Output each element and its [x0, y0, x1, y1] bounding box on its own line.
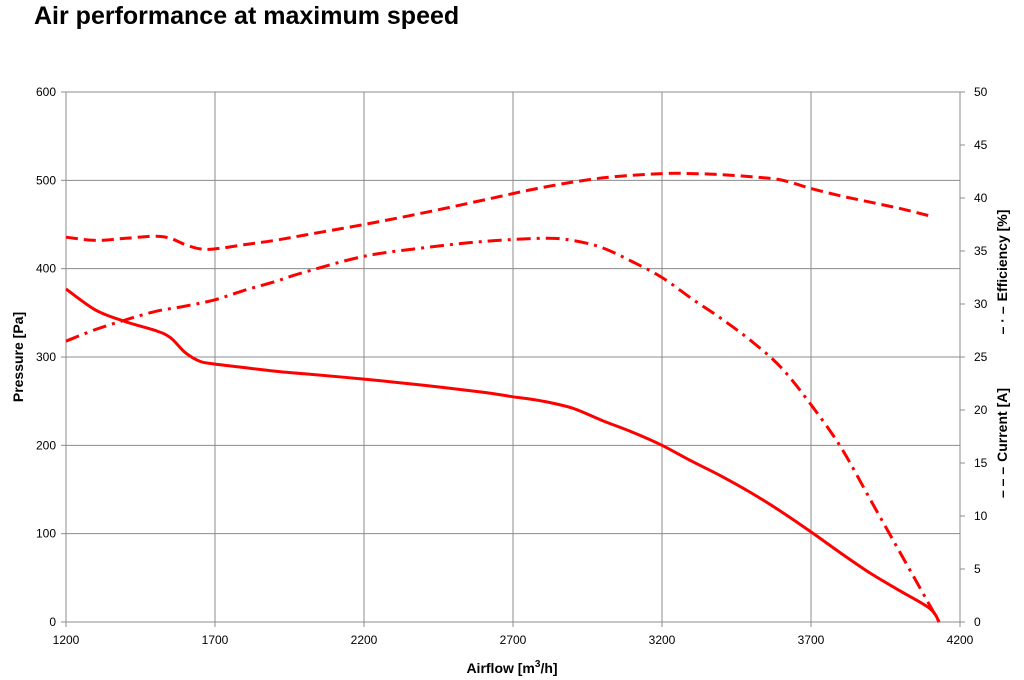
y-tick-label: 300	[36, 350, 56, 364]
y2-tick-label: 40	[974, 191, 988, 205]
current-line	[65, 171, 931, 251]
x-tick-label: 4200	[947, 633, 974, 647]
y-tick-label: 600	[36, 85, 56, 99]
pressure-line	[65, 287, 941, 623]
x-tick-label: 1700	[202, 633, 229, 647]
y-tick-label: 500	[36, 173, 56, 187]
x-axis-label: Airflow [m3/h]	[466, 659, 557, 676]
y-axis-ticks: 0 100 200 300 400 500 600	[36, 85, 56, 629]
y2-tick-label: 10	[974, 509, 988, 523]
efficiency-label-text: Efficiency [%]	[994, 210, 1010, 302]
chart-title: Air performance at maximum speed	[34, 2, 460, 30]
y-tick-label: 0	[49, 615, 56, 629]
x-tick-label: 3700	[798, 633, 825, 647]
efficiency-line	[65, 236, 941, 623]
y-tick-label: 100	[36, 527, 56, 541]
x-tick-label: 3200	[649, 633, 676, 647]
x-tick-label: 2700	[500, 633, 527, 647]
y-tick-label: 200	[36, 438, 56, 452]
y-tick-label: 400	[36, 262, 56, 276]
y2-tick-label: 20	[974, 403, 988, 417]
y-axis-label: Pressure [Pa]	[10, 312, 26, 402]
y2-tick-label: 0	[974, 615, 981, 629]
y2-efficiency-label: – · – Efficiency [%]	[994, 210, 1010, 335]
series-layer	[65, 171, 941, 623]
grid	[61, 91, 965, 627]
current-line-marker: – – –	[994, 467, 1010, 498]
x-tick-label: 1200	[53, 633, 80, 647]
efficiency-line-marker: – · –	[994, 306, 1010, 334]
y2-axis-ticks: 0 5 10 15 20 25 30 35 40 45 50	[974, 85, 988, 629]
x-axis-ticks: 1200 1700 2200 2700 3200 3700 4200	[53, 633, 974, 647]
y2-tick-label: 45	[974, 138, 988, 152]
y2-tick-label: 50	[974, 85, 988, 99]
y2-tick-label: 30	[974, 297, 988, 311]
y2-tick-label: 35	[974, 244, 988, 258]
y2-current-label: – – – Current [A]	[994, 388, 1010, 498]
y2-tick-label: 15	[974, 456, 988, 470]
y2-tick-label: 25	[974, 350, 988, 364]
x-tick-label: 2200	[351, 633, 378, 647]
y2-tick-label: 5	[974, 562, 981, 576]
current-label-text: Current [A]	[994, 388, 1010, 462]
